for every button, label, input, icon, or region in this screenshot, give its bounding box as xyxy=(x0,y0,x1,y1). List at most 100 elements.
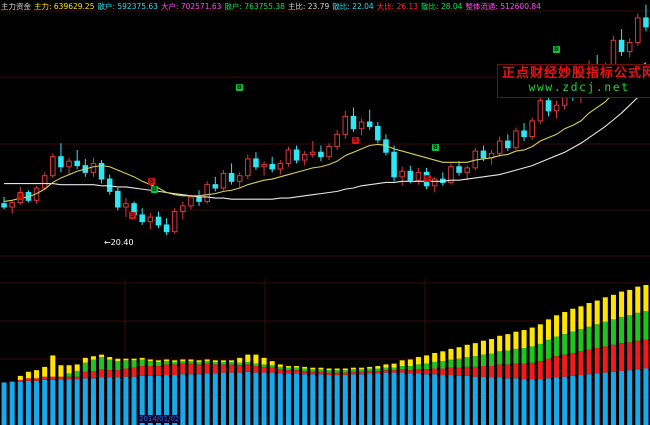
volume-bar-yellow xyxy=(480,340,486,355)
volume-bar-red xyxy=(237,365,243,373)
volume-bar-yellow xyxy=(115,358,121,362)
volume-bar-yellow xyxy=(627,289,633,316)
candle-body xyxy=(236,175,243,182)
volume-bar-green xyxy=(90,359,96,371)
volume-bar-green xyxy=(456,358,462,368)
volume-bar-base xyxy=(367,373,373,425)
volume-bar-yellow xyxy=(619,291,625,317)
volume-bar-red xyxy=(627,342,633,371)
candle-body xyxy=(58,156,64,168)
volume-bar-base xyxy=(131,376,137,425)
volume-bar-base xyxy=(318,374,324,425)
candle-body xyxy=(301,153,308,161)
volume-bar-red xyxy=(147,366,153,376)
candle-body xyxy=(41,175,48,189)
volume-bar-red xyxy=(115,370,121,378)
volume-bar-base xyxy=(212,373,218,425)
volume-bar-green xyxy=(627,315,633,343)
volume-bar-base xyxy=(383,372,389,425)
volume-bar-red xyxy=(318,371,324,375)
volume-bar-base xyxy=(472,376,478,425)
volume-bar-base xyxy=(326,375,332,425)
candle-body xyxy=(610,39,617,67)
volume-bar-base xyxy=(407,373,413,425)
volume-bar-green xyxy=(350,369,356,372)
volume-bar-base xyxy=(229,372,235,425)
volume-bar-yellow xyxy=(74,364,80,371)
volume-bar-red xyxy=(294,370,300,374)
volume-bar-red xyxy=(594,348,600,374)
candle-body xyxy=(310,151,316,155)
candle-body xyxy=(456,166,462,173)
volume-bar-yellow xyxy=(350,367,356,370)
volume-bar-yellow xyxy=(318,367,324,370)
volume-bar-base xyxy=(269,372,275,425)
volume-bar-green xyxy=(164,361,170,365)
volume-bar-green xyxy=(521,348,527,364)
candle-body xyxy=(326,146,332,158)
volume-indicator-panel[interactable]: 正点财经妙股指标公式网 www.zdcj.net xyxy=(0,279,650,425)
volume-bar-yellow xyxy=(472,343,478,357)
volume-bar-yellow xyxy=(107,357,113,360)
volume-bar-green xyxy=(594,324,600,349)
volume-bar-base xyxy=(34,380,40,425)
status-field-2: 散户: 592375.63 xyxy=(97,2,158,11)
volume-bar-base xyxy=(456,375,462,425)
volume-bar-red xyxy=(302,370,308,375)
volume-bar-yellow xyxy=(90,356,96,360)
volume-bar-yellow xyxy=(17,375,23,380)
watermark-top: 正点财经妙股指标公式网 www.zdcj.net xyxy=(497,64,650,98)
volume-bar-base xyxy=(440,375,446,425)
volume-bar-yellow xyxy=(399,360,405,367)
volume-bar-green xyxy=(334,370,340,373)
volume-bar-yellow xyxy=(610,294,616,320)
volume-bar-base xyxy=(188,374,194,425)
candle-body xyxy=(98,162,105,180)
volume-bar-yellow xyxy=(294,366,300,368)
volume-bar-base xyxy=(172,375,178,425)
volume-bar-yellow xyxy=(50,355,56,377)
volume-bar-base xyxy=(237,372,243,425)
volume-bar-red xyxy=(172,364,178,376)
volume-bar-base xyxy=(578,375,584,425)
volume-bar-green xyxy=(554,336,560,357)
volume-bar-red xyxy=(66,376,72,380)
volume-bar-base xyxy=(529,379,535,425)
volume-bar-base xyxy=(375,373,381,425)
volume-bar-green xyxy=(635,312,641,341)
volume-bar-base xyxy=(562,376,568,425)
volume-bar-red xyxy=(529,362,535,380)
volume-bar-red xyxy=(399,369,405,373)
volume-bar-yellow xyxy=(440,351,446,362)
volume-bar-yellow xyxy=(448,348,454,360)
volume-bar-base xyxy=(627,370,633,425)
volume-bar-red xyxy=(58,376,64,380)
volume-bar-base xyxy=(107,377,113,425)
status-field-9: 整体流通: 512600.84 xyxy=(465,2,541,11)
volume-bar-red xyxy=(480,366,486,377)
watermark-url-text: www.zdcj.net xyxy=(528,80,630,94)
volume-bar-red xyxy=(107,370,113,378)
volume-bar-base xyxy=(155,375,161,425)
volume-bar-yellow xyxy=(554,315,560,337)
volume-bar-base xyxy=(115,377,121,425)
volume-bar-green xyxy=(82,362,88,372)
volume-bar-base xyxy=(464,375,470,425)
signal-marker-buy-8: B xyxy=(553,45,560,53)
ma-long-line xyxy=(4,89,647,200)
volume-bar-base xyxy=(285,373,291,425)
signal-marker-sell-7: S xyxy=(424,174,431,182)
candle-body xyxy=(545,100,552,112)
status-field-5: 主比: 23.79 xyxy=(287,2,330,11)
volume-bar-green xyxy=(131,360,137,368)
candlestick-chart xyxy=(0,4,650,257)
volume-bar-yellow xyxy=(42,366,48,377)
candle-body xyxy=(293,149,300,161)
volume-bar-base xyxy=(58,379,64,425)
volume-bar-green xyxy=(147,361,153,367)
volume-bar-red xyxy=(602,346,608,373)
volume-bar-yellow xyxy=(123,358,129,361)
volume-bar-green xyxy=(229,361,235,365)
volume-bar-base xyxy=(180,374,186,425)
